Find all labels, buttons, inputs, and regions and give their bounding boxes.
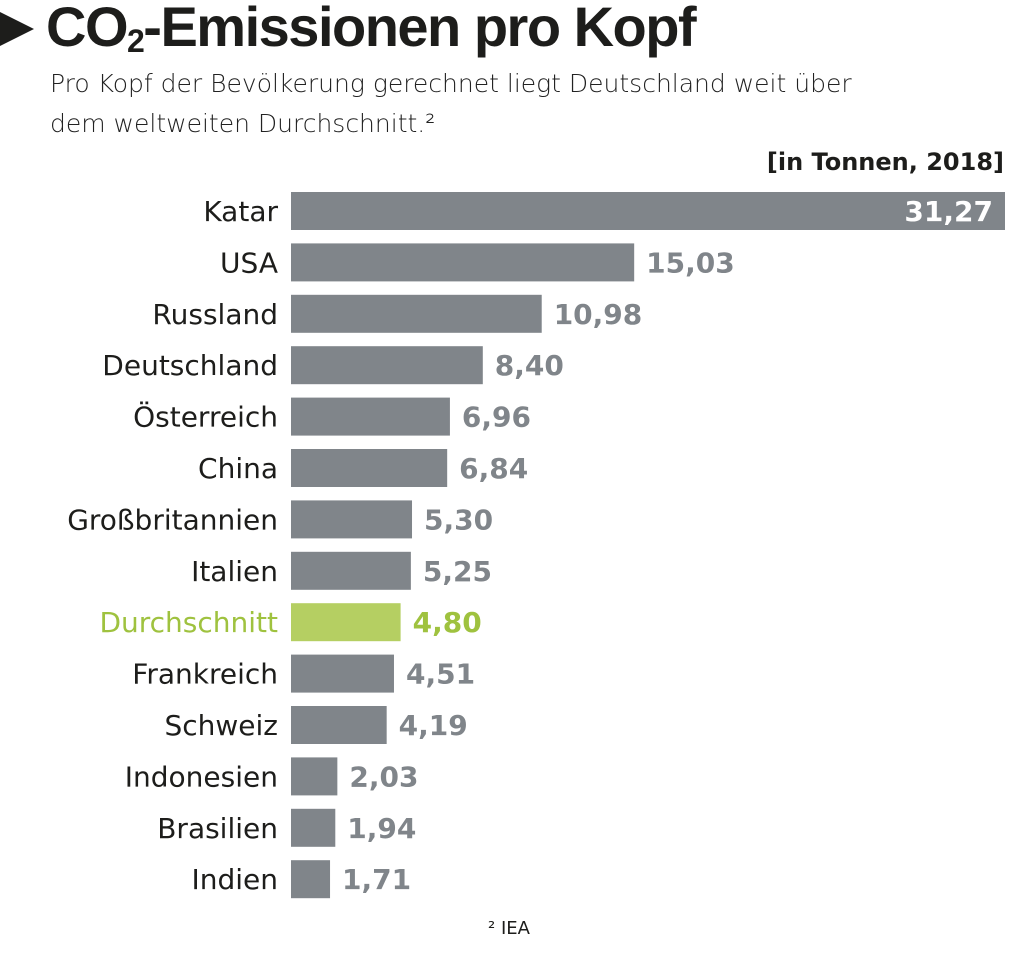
- value-label: 8,40: [495, 349, 564, 382]
- bar-5: [291, 449, 448, 487]
- bar-11: [291, 757, 338, 796]
- value-label: 1,71: [342, 863, 411, 896]
- category-label: Österreich: [133, 400, 278, 434]
- value-label: 6,96: [462, 401, 531, 434]
- bar-6: [291, 500, 413, 539]
- value-label: 2,03: [349, 760, 418, 793]
- bar-0: [291, 192, 1005, 230]
- category-label: Indien: [191, 863, 278, 896]
- category-label: Katar: [203, 195, 278, 228]
- value-label: 5,25: [423, 555, 492, 588]
- bar-3: [291, 346, 483, 385]
- value-label: 15,03: [646, 246, 735, 279]
- category-label: Brasilien: [157, 812, 278, 845]
- value-label: 4,80: [413, 606, 482, 639]
- value-label: 4,51: [406, 658, 475, 691]
- bar-13: [291, 860, 331, 899]
- category-label: Frankreich: [132, 658, 278, 691]
- category-label: Deutschland: [102, 349, 278, 382]
- category-label: China: [198, 452, 278, 485]
- bar-9: [291, 654, 394, 693]
- triangle-bullet-icon: [0, 12, 34, 46]
- value-label: 1,94: [347, 812, 416, 845]
- value-label: 4,19: [399, 709, 468, 742]
- bar-7: [291, 551, 411, 590]
- category-label: USA: [220, 246, 278, 279]
- unit-label: [in Tonnen, 2018]: [766, 148, 1004, 176]
- value-label: 31,27: [904, 195, 993, 228]
- chart-subtitle: Pro Kopf der Bevölkerung gerechnet liegt…: [50, 69, 852, 138]
- value-label: 5,30: [424, 503, 493, 536]
- category-label: Indonesien: [125, 760, 278, 793]
- bar-4: [291, 397, 450, 436]
- chart-title: CO2-Emissionen pro Kopf: [0, 0, 697, 60]
- bar-10: [291, 706, 387, 744]
- category-label: Durchschnitt: [99, 606, 278, 639]
- bar-2: [291, 294, 542, 333]
- category-label: Großbritannien: [67, 503, 278, 536]
- category-label: Russland: [152, 298, 278, 331]
- value-label: 10,98: [554, 298, 643, 331]
- bar-12: [291, 808, 336, 847]
- category-label: Schweiz: [164, 709, 278, 742]
- bar-1: [291, 243, 635, 282]
- source-note: ² IEA: [488, 918, 530, 939]
- value-label: 6,84: [459, 452, 528, 485]
- category-label: Italien: [191, 555, 278, 588]
- bar-8: [291, 603, 401, 642]
